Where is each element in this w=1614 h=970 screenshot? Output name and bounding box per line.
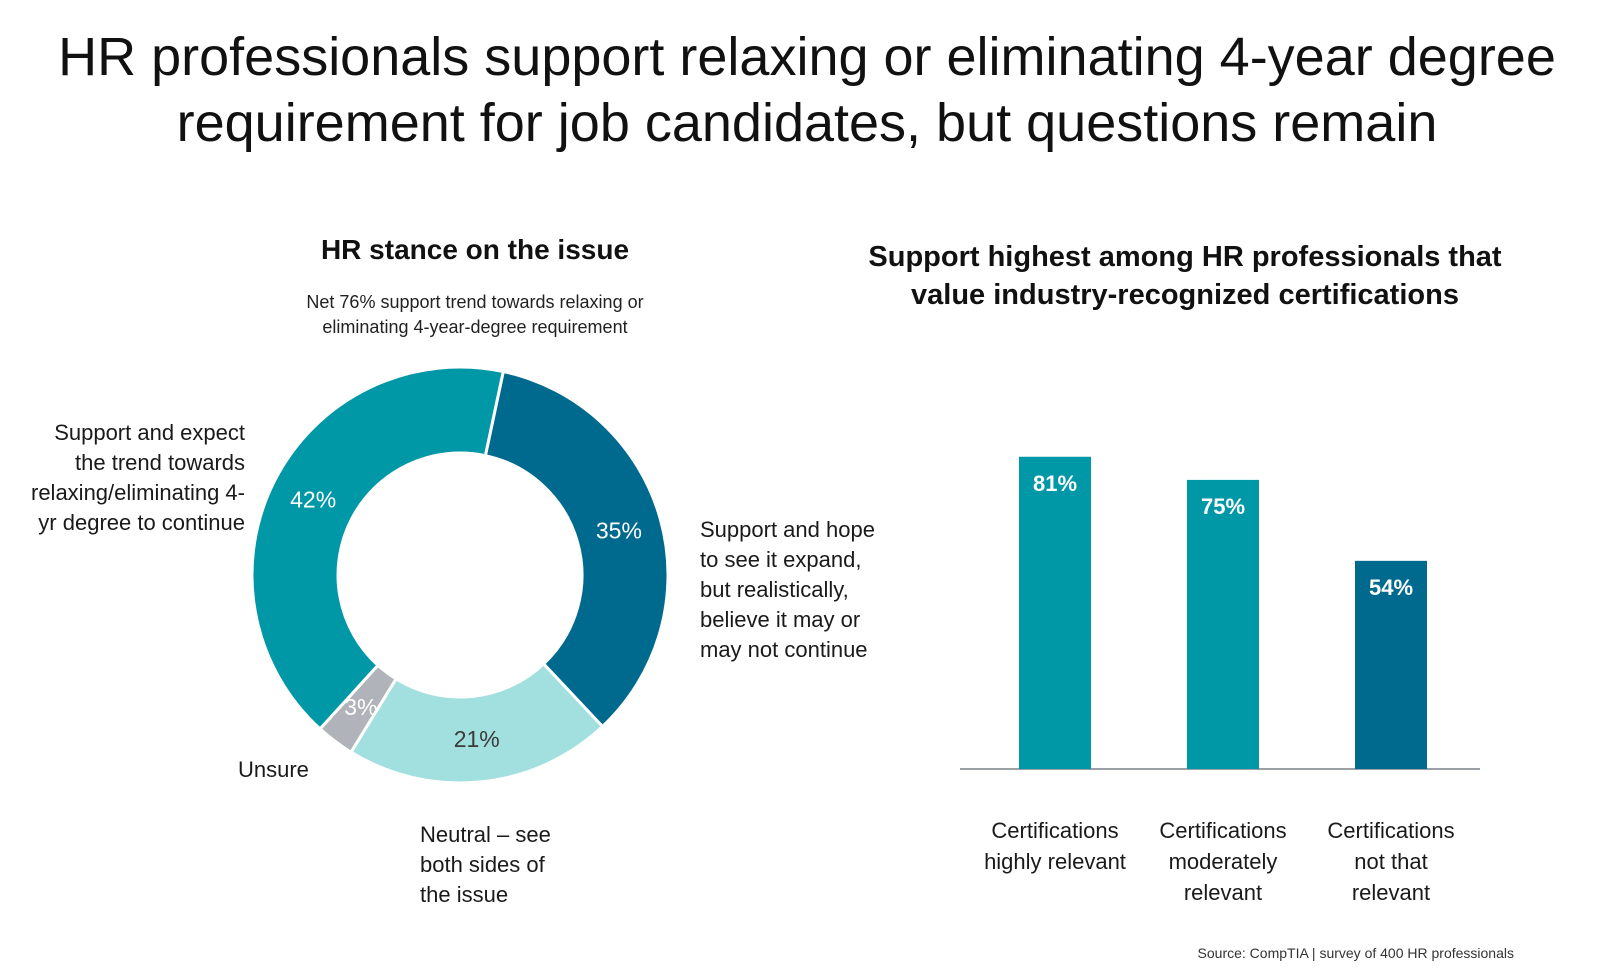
donut-chart-title: HR stance on the issue (320, 234, 630, 265)
callout-hope-line: Support and hope (700, 517, 875, 542)
callout-support-line: Support and expect (54, 420, 245, 445)
category-line: relevant (1351, 880, 1431, 905)
bar-2 (1187, 479, 1259, 769)
callout-unsure-line: Unsure (238, 757, 309, 782)
donut-slice-hope (483, 369, 670, 729)
category-line: Certifications (1159, 818, 1287, 843)
donut-slice-label-support: 42% (290, 487, 336, 513)
bar-category-label: Certifications highly relevant (975, 815, 1135, 877)
callout-support-line: relaxing/eliminating 4- (31, 480, 245, 505)
category-line: Certifications (991, 818, 1119, 843)
callout-support-line: the trend towards (75, 450, 245, 475)
bar-category-label: Certifications not that relevant (1311, 815, 1471, 908)
callout-neutral-line: the issue (420, 882, 509, 907)
callout-neutral-line: both sides of (420, 852, 545, 877)
category-line: highly relevant (984, 849, 1126, 874)
donut-chart: 35% 21% 3% 42% (250, 365, 670, 785)
callout-support-line: yr degree to continue (38, 510, 245, 535)
callout-neutral: Neutral – see both sides of the issue (420, 820, 590, 910)
bar-category-label: Certifications moderately relevant (1143, 815, 1303, 908)
donut-slice-neutral (348, 661, 605, 785)
bar-chart: 81% 75% 54% (960, 350, 1480, 800)
bar-chart-title: Support highest among HR professionals t… (790, 238, 1580, 314)
donut-subtitle-line-1: Net 76% support trend towards relaxing o… (306, 292, 644, 312)
category-line: Certifications (1327, 818, 1455, 843)
callout-hope-line: may not continue (700, 637, 868, 662)
callout-unsure: Unsure (238, 755, 358, 785)
donut-chart-subtitle: Net 76% support trend towards relaxing o… (230, 290, 720, 340)
callout-hope-line: believe it may or (700, 607, 861, 632)
bar-title-line-1: Support highest among HR professionals t… (868, 241, 1502, 273)
bar-value-label-3: 54% (1369, 575, 1413, 600)
callout-hope: Support and hope to see it expand, but r… (700, 515, 900, 665)
bar-value-label-1: 81% (1033, 471, 1077, 496)
donut-subtitle-line-2: eliminating 4-year-degree requirement (322, 317, 628, 337)
category-line: moderately (1168, 849, 1278, 874)
category-line: not that (1354, 849, 1428, 874)
donut-slice-label-neutral: 21% (454, 726, 500, 752)
bar-title-line-2: value industry-recognized certifications (911, 279, 1459, 311)
callout-neutral-line: Neutral – see (420, 822, 551, 847)
page-title: HR professionals support relaxing or eli… (40, 24, 1574, 156)
source-note: Source: CompTIA | survey of 400 HR profe… (1197, 945, 1514, 961)
callout-support: Support and expect the trend towards rel… (20, 418, 245, 538)
bar-1 (1019, 456, 1091, 769)
bar-value-label-2: 75% (1201, 494, 1245, 519)
bar-chart-svg: 81% 75% 54% (960, 456, 1480, 770)
donut-slice-support (250, 365, 506, 731)
page-title-line-1: HR professionals support relaxing or eli… (58, 27, 1556, 87)
category-line: relevant (1183, 880, 1263, 905)
callout-hope-line: to see it expand, (700, 547, 862, 572)
donut-slice-label-hope: 35% (596, 518, 642, 544)
page-title-line-2: requirement for job candidates, but ques… (176, 93, 1438, 153)
bar-3 (1355, 560, 1427, 769)
callout-hope-line: but realistically, (700, 577, 849, 602)
donut-chart-svg: 35%21%3%42% (250, 365, 670, 785)
